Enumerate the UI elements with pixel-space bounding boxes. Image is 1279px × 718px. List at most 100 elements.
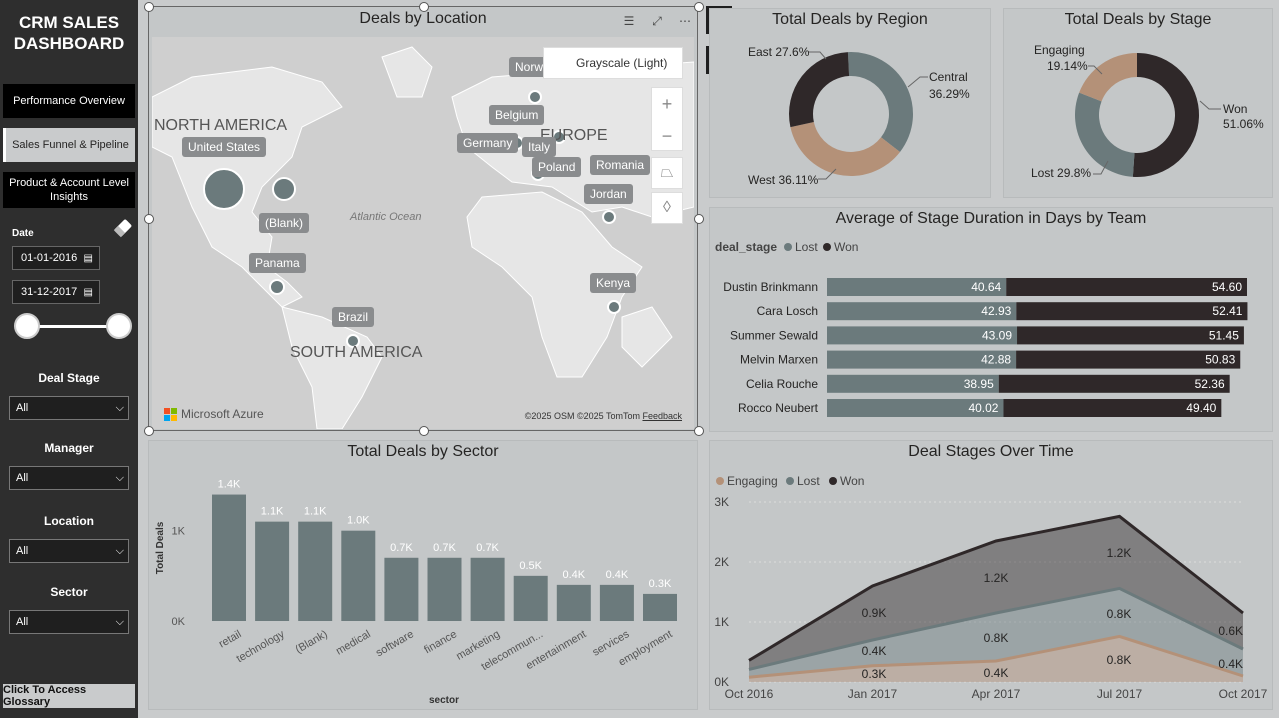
duration-bar-chart[interactable]: deal_stage Lost Won Dustin Brinkmann 40.64 54… xyxy=(710,208,1274,433)
deal-stage-label: Deal Stage xyxy=(38,371,100,385)
bar-lost xyxy=(827,326,1018,345)
location-dropdown[interactable]: All ⌵ xyxy=(9,539,129,563)
region-chart-title: Total Deals by Region xyxy=(772,11,928,28)
map-label-kenya[interactable]: Kenya xyxy=(590,273,637,293)
resize-handle[interactable] xyxy=(144,2,154,12)
legend-label-won: Won xyxy=(840,474,864,488)
map-label-blank[interactable]: (Blank) xyxy=(259,213,310,233)
data-label: 0.8K xyxy=(984,631,1009,645)
zoom-controls: + − xyxy=(651,87,683,151)
glossary-button[interactable]: Click To Access Glossary xyxy=(3,684,135,708)
category-label: Rocco Neubert xyxy=(738,401,819,415)
date-slider-start-handle[interactable] xyxy=(14,313,40,339)
leader-line xyxy=(808,51,827,60)
data-label: 1.1K xyxy=(261,506,284,518)
donut-slice-engaging xyxy=(1079,53,1137,102)
pitch-button[interactable]: ⏢ xyxy=(651,157,683,189)
map-label-germany[interactable]: Germany xyxy=(457,133,519,153)
map-visual[interactable]: Deals by Location ☰ ⤢ ⋯ NORTH AMERICA SO… xyxy=(144,2,704,436)
data-label-won: 52.41 xyxy=(1212,304,1242,318)
region-donut-chart[interactable]: East 27.6% Central 36.29% West 36.11% xyxy=(710,9,992,199)
slice-label: Lost 29.8% xyxy=(1031,166,1091,180)
nav-label: Sales Funnel & Pipeline xyxy=(12,139,129,151)
data-label: 1.2K xyxy=(1107,546,1132,560)
resize-handle[interactable] xyxy=(144,426,154,436)
bar-lost xyxy=(827,302,1017,321)
map-label-united-states[interactable]: United States xyxy=(182,137,267,157)
resize-handle[interactable] xyxy=(144,214,154,224)
deal-stage-dropdown[interactable]: All ⌵ xyxy=(9,396,129,420)
map-label-romania[interactable]: Romania xyxy=(590,155,651,175)
map-style-picker[interactable]: Grayscale (Light) xyxy=(543,47,683,79)
time-area-chart[interactable]: Engaging Lost Won 0K 1K 2K 3K Oct 2016 Jan 2017 A… xyxy=(710,441,1274,711)
data-label: 0.7K xyxy=(433,542,456,554)
slice-label: Central xyxy=(929,70,968,84)
sector-bar-chart[interactable]: 0K 1K Total Deals sector 1.4K retail 1.1K techn… xyxy=(149,441,699,711)
nav-performance-overview[interactable]: Performance Overview xyxy=(3,84,135,118)
map-label-norway[interactable]: Norw xyxy=(509,57,550,77)
x-tick-label: Apr 2017 xyxy=(972,687,1021,701)
bar-marketing xyxy=(470,557,505,621)
map-label-panama[interactable]: Panama xyxy=(249,253,306,273)
more-options-icon[interactable]: ⋯ xyxy=(679,14,691,28)
data-label: 0.6K xyxy=(1218,624,1243,638)
slice-label: 19.14% xyxy=(1047,59,1088,73)
bar-won xyxy=(1016,302,1248,321)
resize-handle[interactable] xyxy=(694,2,704,12)
compass-button[interactable]: ◊ xyxy=(651,192,683,224)
data-label: 0.5K xyxy=(519,560,542,572)
windows-logo-icon xyxy=(164,407,177,421)
date-start-input[interactable]: 01-01-2016 ▤ xyxy=(12,246,100,270)
bar-won xyxy=(1003,399,1222,417)
resize-handle[interactable] xyxy=(419,2,429,12)
focus-mode-icon[interactable]: ⤢ xyxy=(652,13,662,28)
data-label: 0.4K xyxy=(984,666,1009,680)
title-line-1: CRM SALES xyxy=(18,13,120,32)
map-landmass xyxy=(152,46,694,429)
leader-line xyxy=(907,76,928,88)
eraser-icon[interactable] xyxy=(112,218,134,238)
data-label: 1.2K xyxy=(984,571,1009,585)
y-tick-label: 0K xyxy=(714,675,729,689)
dashboard-title: CRM SALES DASHBOARD xyxy=(0,12,138,54)
filter-icon[interactable]: ☰ xyxy=(623,14,635,28)
date-end-input[interactable]: 31-12-2017 ▤ xyxy=(12,280,100,304)
map-label-belgium[interactable]: Belgium xyxy=(489,105,545,125)
calendar-icon[interactable]: ▤ xyxy=(83,286,93,298)
x-tick-label: Jul 2017 xyxy=(1097,687,1143,701)
zoom-out-button[interactable]: − xyxy=(661,125,673,146)
legend-marker-won xyxy=(823,243,831,251)
legend-marker-engaging xyxy=(716,477,724,485)
feedback-link[interactable]: Feedback xyxy=(642,411,682,421)
dropdown-value: All xyxy=(16,402,29,414)
map-canvas[interactable]: NORTH AMERICA SOUTH AMERICA EUROPE Atlan… xyxy=(152,37,694,429)
resize-handle[interactable] xyxy=(694,426,704,436)
date-end-value: 31-12-2017 xyxy=(21,286,78,298)
data-label-won: 50.83 xyxy=(1205,353,1235,367)
map-label-jordan[interactable]: Jordan xyxy=(584,184,633,204)
nav-sales-funnel[interactable]: Sales Funnel & Pipeline xyxy=(3,128,135,162)
date-slider-track[interactable] xyxy=(26,325,120,328)
resize-handle[interactable] xyxy=(694,214,704,224)
manager-label: Manager xyxy=(44,441,94,455)
date-slider-end-handle[interactable] xyxy=(106,313,132,339)
bar-services xyxy=(599,584,634,621)
map-label-italy[interactable]: Italy xyxy=(522,137,557,157)
map-label-poland[interactable]: Poland xyxy=(532,157,582,177)
map-label-brazil[interactable]: Brazil xyxy=(332,307,375,327)
attribution-text: ©2025 OSM ©2025 TomTom xyxy=(524,411,640,421)
bar-technology xyxy=(255,521,290,621)
manager-dropdown[interactable]: All ⌵ xyxy=(9,466,129,490)
sector-dropdown[interactable]: All ⌵ xyxy=(9,610,129,634)
x-tick-label: software xyxy=(374,628,416,659)
nav-product-account[interactable]: Product & Account Level Insights xyxy=(3,172,135,208)
dropdown-value: All xyxy=(16,545,29,557)
zoom-in-button[interactable]: + xyxy=(661,93,673,114)
resize-handle[interactable] xyxy=(419,426,429,436)
category-label: Celia Rouche xyxy=(746,377,818,391)
calendar-icon[interactable]: ▤ xyxy=(83,252,93,264)
area-lost xyxy=(749,588,1243,678)
legend-marker-lost xyxy=(786,477,794,485)
y-tick-label: 2K xyxy=(714,555,729,569)
